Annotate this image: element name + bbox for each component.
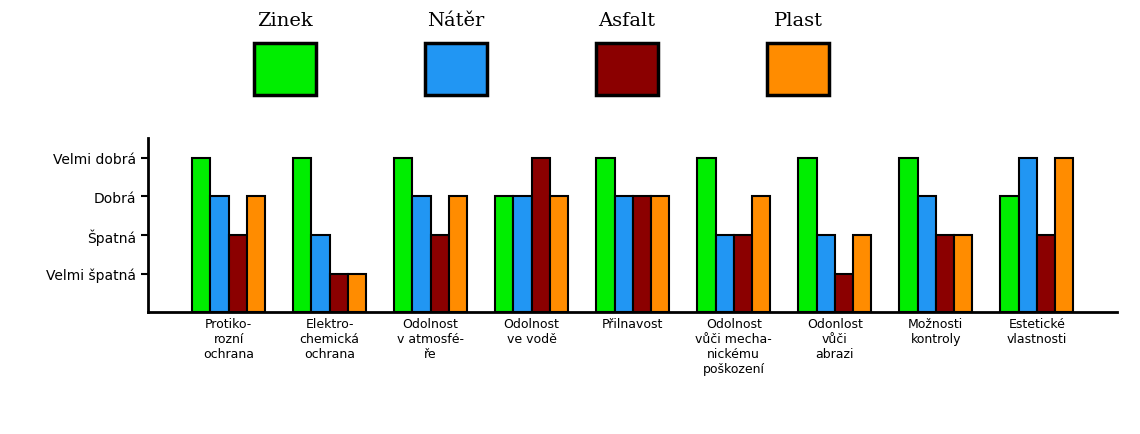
Bar — [716, 235, 734, 312]
Bar — [495, 197, 513, 312]
Bar — [651, 197, 669, 312]
Bar — [293, 158, 311, 312]
Bar — [229, 235, 246, 312]
Bar — [614, 197, 633, 312]
Bar — [752, 197, 771, 312]
Text: Asfalt: Asfalt — [598, 13, 655, 30]
Bar — [531, 158, 549, 312]
Bar — [698, 158, 716, 312]
Bar — [899, 158, 918, 312]
Bar — [1019, 158, 1036, 312]
Bar — [834, 274, 853, 312]
Bar — [211, 197, 229, 312]
Bar — [734, 235, 752, 312]
Bar — [1054, 158, 1073, 312]
Bar — [798, 158, 816, 312]
Bar — [954, 235, 972, 312]
Bar — [329, 274, 348, 312]
Bar — [394, 158, 413, 312]
Bar — [311, 235, 329, 312]
Bar — [348, 274, 366, 312]
Text: Zinek: Zinek — [258, 13, 312, 30]
Bar — [1001, 197, 1019, 312]
Bar — [918, 197, 936, 312]
Bar — [853, 235, 871, 312]
Text: Plast: Plast — [774, 13, 822, 30]
Bar — [596, 158, 614, 312]
Bar — [549, 197, 568, 312]
Bar — [936, 235, 954, 312]
Bar — [816, 235, 834, 312]
Bar — [193, 158, 211, 312]
Bar — [246, 197, 264, 312]
Bar — [513, 197, 531, 312]
Bar — [431, 235, 449, 312]
Text: Nátěr: Nátěr — [428, 13, 484, 30]
Bar — [633, 197, 651, 312]
Bar — [1036, 235, 1054, 312]
Bar — [449, 197, 467, 312]
Bar — [413, 197, 431, 312]
